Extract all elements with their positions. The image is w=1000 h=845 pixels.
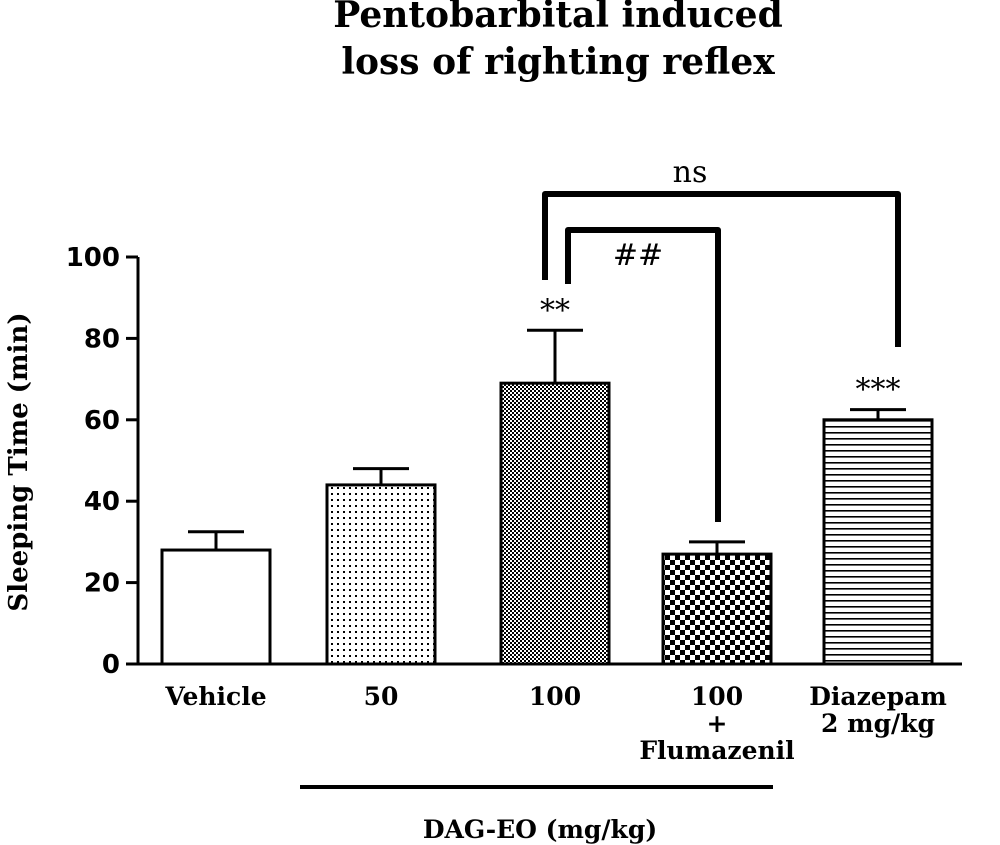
y-tick-label: 60 bbox=[84, 406, 120, 436]
y-tick-label: 100 bbox=[66, 243, 120, 273]
y-tick-label: 40 bbox=[84, 487, 120, 517]
comparison-label: ns bbox=[673, 155, 708, 190]
significance-label: ** bbox=[540, 293, 570, 328]
comparison-bracket bbox=[542, 191, 901, 347]
x-tick-label: + bbox=[707, 709, 728, 738]
bars bbox=[160, 328, 934, 666]
y-tick-label: 20 bbox=[84, 569, 120, 599]
significance-label: *** bbox=[856, 373, 901, 408]
axes: 0 20 40 60 80 100 bbox=[66, 243, 962, 680]
x-tick-label: 100 bbox=[529, 682, 581, 711]
chart-title-line-2: loss of righting reflex bbox=[341, 41, 775, 83]
y-tick-label: 0 bbox=[102, 650, 120, 680]
comparison-bracket bbox=[565, 227, 721, 522]
bar bbox=[325, 483, 437, 666]
y-axis-label: Sleeping Time (min) bbox=[4, 312, 34, 611]
y-tick-label: 80 bbox=[84, 324, 120, 354]
x-tick-label: Flumazenil bbox=[639, 736, 794, 765]
x-tick-label: 2 mg/kg bbox=[821, 709, 935, 738]
bar bbox=[499, 381, 611, 666]
bar bbox=[822, 418, 934, 666]
x-tick-label: Diazepam bbox=[809, 682, 947, 711]
group-label: DAG-EO (mg/kg) bbox=[423, 815, 657, 844]
x-tick-label: 100 bbox=[691, 682, 743, 711]
chart-title-line-1: Pentobarbital induced bbox=[333, 0, 783, 36]
comparison-label: ## bbox=[613, 238, 663, 273]
x-tick-label: Vehicle bbox=[164, 682, 266, 711]
bar bbox=[661, 552, 773, 666]
bar bbox=[160, 548, 272, 666]
x-tick-label: 50 bbox=[364, 682, 399, 711]
